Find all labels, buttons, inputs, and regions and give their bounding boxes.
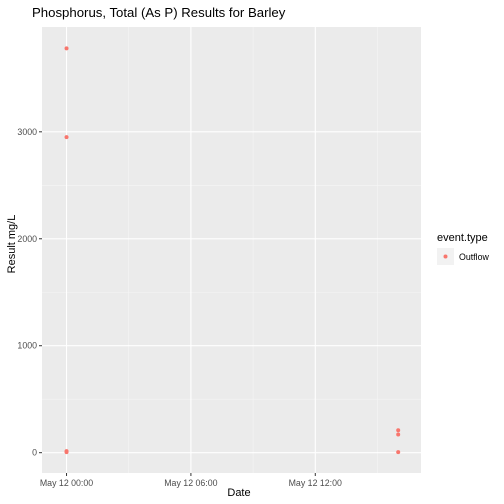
y-tick-label: 1000 — [17, 341, 37, 351]
legend-title: event.type — [437, 232, 488, 244]
y-tick-label: 2000 — [17, 234, 37, 244]
x-axis-title: Date — [227, 487, 250, 499]
data-point-outflow — [65, 135, 69, 139]
y-tick-label: 3000 — [17, 127, 37, 137]
legend-marker-outflow — [444, 255, 448, 259]
plot-panel — [42, 27, 421, 473]
data-point-outflow — [65, 46, 69, 50]
x-tick-label: May 12 00:00 — [40, 478, 93, 488]
y-tick-label: 0 — [32, 448, 37, 458]
x-tick-label: May 12 06:00 — [164, 478, 217, 488]
legend-label-outflow: Outflow — [459, 252, 489, 262]
x-tick-label: May 12 12:00 — [289, 478, 342, 488]
legend: event.type Outflow — [437, 232, 489, 265]
data-point-outflow — [396, 432, 400, 436]
chart-title: Phosphorus, Total (As P) Results for Bar… — [32, 5, 286, 20]
data-point-outflow — [65, 450, 69, 454]
y-axis-title: Result mg/L — [6, 215, 18, 274]
data-point-outflow — [396, 428, 400, 432]
data-point-outflow — [396, 450, 400, 454]
